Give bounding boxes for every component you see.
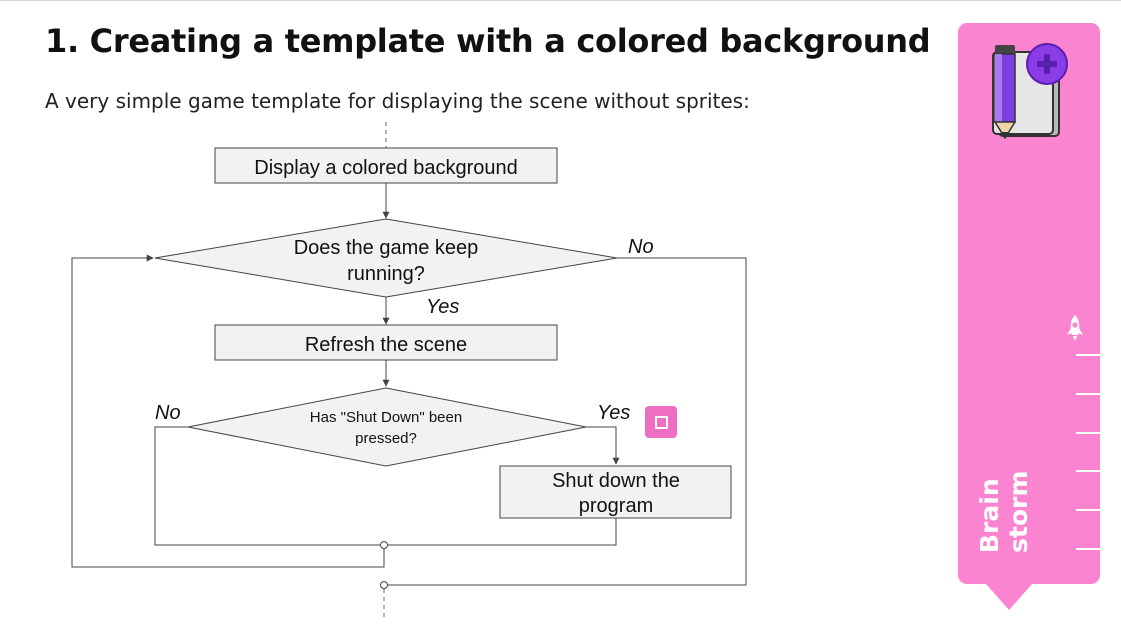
flowchart: Display a colored background Does the ga… xyxy=(71,122,747,620)
panel-tick xyxy=(1076,354,1100,356)
flow-label-yes-shutdown: Yes xyxy=(597,402,630,424)
notebook-pencil-plus-icon xyxy=(992,43,1068,140)
flow-box-shutdown-line1: Shut down the xyxy=(552,470,680,492)
flow-box-shutdown-line2: program xyxy=(579,495,653,517)
panel-tick xyxy=(1076,393,1100,395)
panel-tick xyxy=(1076,548,1100,550)
flow-label-no-running: No xyxy=(628,236,654,258)
flow-decision-shutdown-line1: Has "Shut Down" been xyxy=(310,409,462,426)
flow-line-shutdown-yes xyxy=(586,426,620,465)
brainstorm-label: Brain storm xyxy=(975,471,1033,553)
flow-line-running-no xyxy=(386,257,747,586)
page-subtitle: A very simple game template for displayi… xyxy=(45,89,750,113)
brainstorm-panel-pointer xyxy=(986,584,1032,610)
flow-decision-running-line1: Does the game keep xyxy=(294,237,479,259)
brainstorm-label-line2: storm xyxy=(1004,470,1033,553)
flow-box-display-text: Display a colored background xyxy=(254,157,518,179)
flow-junction-loop xyxy=(380,541,388,549)
flow-decision-running-line2: running? xyxy=(347,263,425,285)
stop-button[interactable] xyxy=(645,406,677,438)
brainstorm-label-line1: Brain xyxy=(975,478,1004,553)
stop-square-icon xyxy=(655,416,668,429)
top-divider xyxy=(0,0,1121,1)
page-title: 1. Creating a template with a colored ba… xyxy=(45,22,931,60)
flow-line-loop-back xyxy=(71,254,385,568)
flow-box-display xyxy=(214,147,558,184)
flow-box-refresh xyxy=(214,324,558,361)
flow-junction-exit xyxy=(380,581,388,589)
panel-tick xyxy=(1076,432,1100,434)
flow-line-shutdown-no xyxy=(154,426,384,546)
rocket-icon xyxy=(1067,315,1083,341)
flow-box-refresh-text: Refresh the scene xyxy=(305,334,467,356)
panel-tick xyxy=(1076,509,1100,511)
flow-decision-shutdown xyxy=(187,387,587,467)
flow-label-no-shutdown: No xyxy=(155,402,181,424)
flow-label-yes-running: Yes xyxy=(426,296,459,318)
panel-tick xyxy=(1076,470,1100,472)
flow-line-shutdown-box-out xyxy=(384,518,617,546)
flow-decision-shutdown-line2: pressed? xyxy=(355,430,417,447)
